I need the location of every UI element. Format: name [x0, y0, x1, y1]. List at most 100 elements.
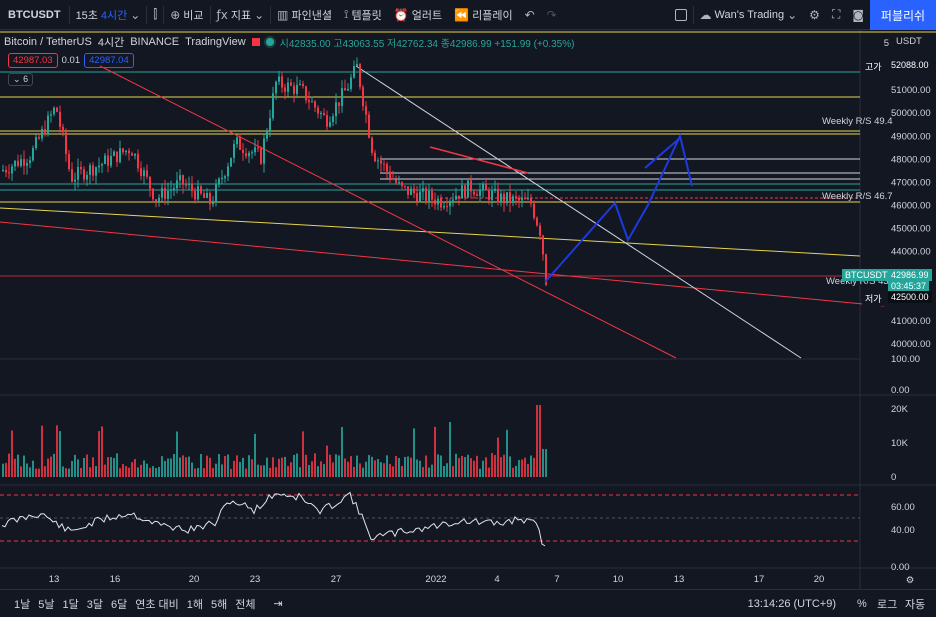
undo-button[interactable]: ↶: [519, 0, 541, 30]
divider: [270, 5, 272, 24]
candle-body: [89, 165, 91, 176]
tab-interval-4h[interactable]: 4시간: [100, 9, 128, 22]
candle-body: [8, 172, 10, 174]
volume-bar: [26, 463, 28, 477]
pine-button[interactable]: ▥ 파인낸셜: [277, 7, 332, 22]
volume-bar: [77, 459, 79, 477]
range-6m[interactable]: 6달: [111, 598, 128, 611]
volume-bar: [89, 467, 91, 477]
candle-body: [131, 153, 133, 156]
publish-button[interactable]: 퍼블리쉬: [870, 0, 936, 30]
compare-button[interactable]: ⊕ 비교: [170, 7, 204, 22]
volume-bar: [533, 457, 535, 477]
volume-bar: [332, 462, 334, 477]
candle-body: [110, 155, 112, 166]
candle-body: [230, 157, 232, 167]
volume-bar: [83, 457, 85, 477]
candle-body: [218, 178, 220, 185]
interval-picker[interactable]: 15초 4시간 ⌄: [70, 0, 147, 30]
range-1y[interactable]: 1해: [186, 598, 204, 611]
layout-menu[interactable]: ☁ Wan's Trading ⌄: [699, 7, 798, 22]
symbol-title[interactable]: Bitcoin / TetherUS: [4, 36, 92, 48]
range-5y[interactable]: 5해: [211, 598, 228, 611]
volume-bar: [20, 466, 22, 477]
candle-body: [524, 197, 526, 200]
sell-button[interactable]: 42987.03: [8, 53, 58, 68]
log-toggle[interactable]: 로그: [877, 598, 898, 611]
volume-bar: [329, 454, 331, 477]
weekly-rs-label: Weekly R/S 49.4: [822, 116, 893, 127]
range-5d[interactable]: 5날: [38, 598, 55, 611]
buy-button[interactable]: 42987.04: [84, 53, 134, 68]
settings-button[interactable]: ⚙: [803, 0, 826, 30]
candle-body: [485, 184, 487, 191]
candle-body: [242, 149, 244, 154]
auto-toggle[interactable]: 자동: [905, 598, 926, 611]
range-3m[interactable]: 3달: [86, 598, 103, 611]
flag-icon[interactable]: [251, 38, 260, 46]
clock[interactable]: 13:14:26 (UTC+9): [747, 597, 836, 610]
volume-bar: [347, 461, 349, 477]
candle-body: [11, 166, 13, 174]
rsi-axis-label: 40.00: [891, 525, 915, 536]
candle-body: [419, 191, 421, 202]
candle-body: [26, 162, 28, 166]
candle-body: [287, 82, 289, 92]
indicators-button[interactable]: ƒx 지표 ⌄: [216, 7, 265, 22]
chart-type-button[interactable]: ⫿: [147, 0, 163, 30]
goto-date-icon[interactable]: ⇥: [273, 597, 283, 610]
tab-interval-15s[interactable]: 15초: [75, 9, 98, 22]
volume-bar: [482, 460, 484, 477]
volume-bar: [398, 458, 400, 477]
volume-bar: [188, 456, 190, 477]
chart-canvas[interactable]: Weekly R/S 49.4 Weekly R/S 46.7 Weekly R/S…: [0, 30, 936, 589]
volume-bar: [296, 453, 298, 477]
candle-body: [452, 199, 454, 201]
volume-bar: [179, 457, 181, 477]
redo-button[interactable]: ↷: [541, 0, 563, 30]
time-axis-label: 7: [554, 574, 559, 585]
candle-body: [56, 107, 58, 112]
trendline-red-top: [429, 146, 529, 174]
volume-bar: [185, 457, 187, 477]
range-all[interactable]: 전체: [235, 598, 256, 611]
chevron-down-icon[interactable]: ⌄: [130, 7, 141, 22]
collapse-indicators-button[interactable]: ⌄ 6: [8, 73, 34, 86]
candle-body: [275, 81, 277, 94]
range-ytd[interactable]: 연초 대비: [135, 598, 179, 611]
candle-body: [155, 199, 157, 202]
templates-button[interactable]: ⟟ 템플릿: [343, 7, 382, 22]
chevron-down-icon[interactable]: ⌄: [254, 7, 265, 22]
snapshot-button[interactable]: ◙: [846, 0, 870, 30]
range-1d[interactable]: 1날: [14, 598, 31, 611]
volume-bar: [215, 463, 217, 477]
candle-body: [113, 151, 115, 156]
volume-bar: [425, 455, 427, 477]
volume-bar: [101, 426, 103, 477]
candle-body: [197, 186, 199, 200]
volume-bar: [512, 467, 514, 477]
volume-bar: [305, 454, 307, 477]
fullscreen-button[interactable]: ⛶: [826, 0, 846, 30]
volume-bar: [17, 454, 19, 477]
candle-body: [101, 163, 103, 166]
replay-button[interactable]: ⏪ 리플레이: [454, 7, 513, 22]
layout-toggle-button[interactable]: [669, 0, 693, 30]
candle-body: [185, 184, 187, 186]
high-price-tag: 52088.00: [888, 59, 932, 71]
volume-bar: [452, 466, 454, 477]
range-1m[interactable]: 1달: [62, 598, 79, 611]
candle-body: [368, 114, 370, 138]
candle-body: [293, 85, 295, 94]
time-axis-label: 17: [754, 574, 765, 585]
volume-bar: [275, 467, 277, 477]
volume-bar: [377, 459, 379, 477]
candle-body: [491, 190, 493, 200]
alert-button[interactable]: ⏰ 얼러트: [393, 7, 443, 22]
symbol-search[interactable]: BTCUSDT: [8, 8, 61, 21]
candle-body: [173, 188, 175, 190]
candle-body: [116, 151, 118, 163]
candle-body: [503, 193, 505, 204]
percent-toggle[interactable]: %: [857, 597, 867, 610]
volume-bar: [545, 449, 547, 477]
